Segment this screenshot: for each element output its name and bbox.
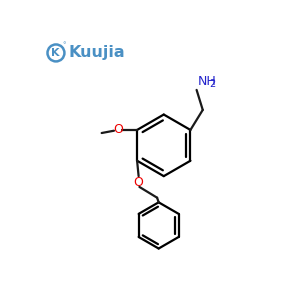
Text: K: K xyxy=(51,48,59,58)
Text: O: O xyxy=(134,176,144,189)
Text: NH: NH xyxy=(198,75,217,88)
Text: °: ° xyxy=(62,42,65,48)
Text: O: O xyxy=(114,123,124,136)
Text: Kuujia: Kuujia xyxy=(68,45,125,60)
Text: 2: 2 xyxy=(210,79,216,89)
